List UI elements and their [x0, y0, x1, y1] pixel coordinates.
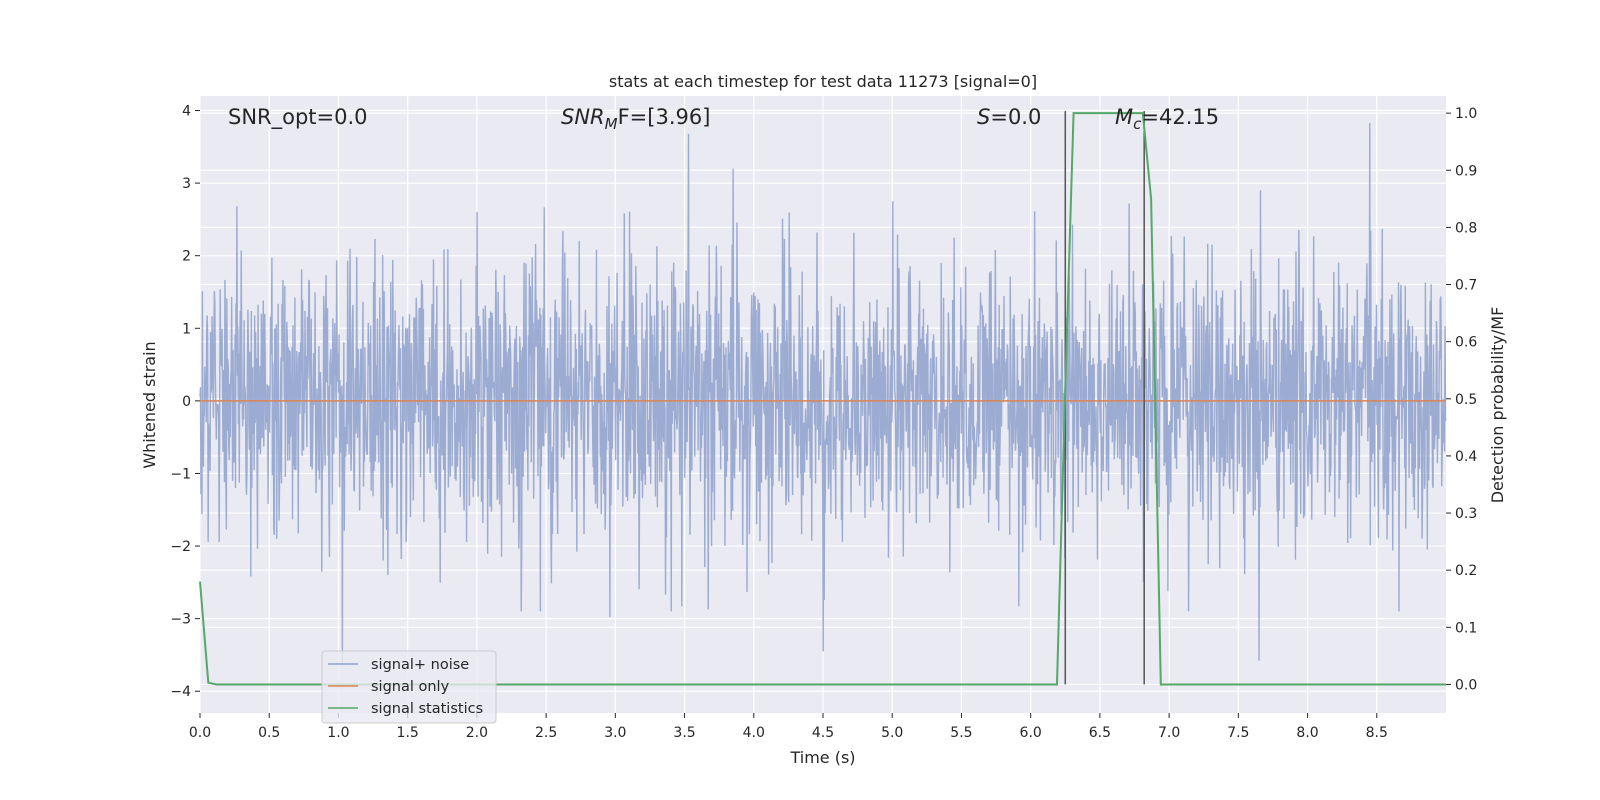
x-tick-label: 5.0	[881, 725, 903, 741]
y-tick-label: 3	[182, 176, 191, 192]
legend: signal+ noise signal only signal statist…	[321, 650, 497, 724]
y2-tick-label: 0.4	[1455, 449, 1477, 465]
y-axis-label: Whitened strain	[140, 341, 159, 468]
y2-tick-label: 0.1	[1455, 620, 1477, 636]
x-tick-label: 7.0	[1158, 725, 1180, 741]
legend-label-signal: signal only	[371, 679, 450, 695]
y2-tick-label: 1.0	[1455, 106, 1477, 122]
y-tick-label: −1	[170, 466, 191, 482]
y2-tick-label: 0.3	[1455, 506, 1477, 522]
annotation-mc-main: M	[1115, 105, 1133, 129]
x-tick-label: 1.5	[397, 725, 419, 741]
annotation-s-rest: =0.0	[990, 105, 1041, 129]
y-tick-label: −3	[170, 612, 191, 628]
legend-label-noise: signal+ noise	[371, 657, 469, 673]
annotation-s: S=0.0	[977, 105, 1041, 129]
y-tick-label: 2	[182, 249, 191, 265]
y2-tick-label: 0.7	[1455, 278, 1477, 294]
x-axis-label: Time (s)	[789, 748, 855, 767]
x-tick-label: 3.5	[673, 725, 695, 741]
y-tick-label: −4	[170, 684, 191, 700]
x-axis-ticks: 0.0 0.5 1.0 1.5 2.0 2.5 3.0 3.5 4.0 4.5 5.0 5.5 6.0 6…	[189, 713, 1388, 741]
chart-title: stats at each timestep for test data 112…	[609, 72, 1037, 91]
x-tick-label: 4.5	[812, 725, 834, 741]
noise-line	[199, 122, 1447, 663]
x-tick-label: 1.0	[327, 725, 349, 741]
x-tick-label: 3.0	[604, 725, 626, 741]
x-tick-label: 6.5	[1089, 725, 1111, 741]
y-axis-ticks: −4 −3 −2 −1 0 1 2 3 4	[170, 104, 200, 700]
y2-tick-label: 0.2	[1455, 563, 1477, 579]
annotation-mc: Mc=42.15	[1115, 105, 1219, 133]
x-tick-label: 5.5	[950, 725, 972, 741]
legend-box	[321, 650, 497, 724]
annotation-mc-rest: =42.15	[1141, 105, 1219, 129]
annotation-mc-sub: c	[1133, 115, 1142, 133]
x-tick-label: 0.5	[258, 725, 280, 741]
annotation-snr-mf-main: SNR	[561, 105, 605, 129]
series-signal-noise	[199, 122, 1447, 663]
y2-tick-label: 0.6	[1455, 335, 1477, 351]
x-tick-label: 0.0	[189, 725, 211, 741]
y2-axis-ticks: 0.0 0.1 0.2 0.3 0.4 0.5 0.6 0.7 0.8 0.9 1.0	[1446, 106, 1477, 693]
x-tick-label: 7.5	[1227, 725, 1249, 741]
stats-line	[199, 112, 1446, 686]
annotation-snr-opt: SNR_opt=0.0	[228, 105, 368, 130]
annotation-s-main: S	[977, 105, 990, 129]
x-tick-label: 2.0	[466, 725, 488, 741]
x-tick-label: 4.0	[743, 725, 765, 741]
x-tick-label: 6.0	[1020, 725, 1042, 741]
annotation-snr-mf-sub: M	[605, 115, 618, 133]
legend-label-stats: signal statistics	[371, 701, 483, 717]
y-tick-label: 0	[182, 394, 191, 410]
y-tick-label: 1	[182, 321, 191, 337]
series-signal-statistics	[199, 112, 1446, 686]
y2-tick-label: 0.9	[1455, 163, 1477, 179]
y2-axis-label: Detection probability/MF	[1488, 307, 1507, 504]
y2-tick-label: 0.0	[1455, 677, 1477, 693]
y2-tick-label: 0.8	[1455, 220, 1477, 236]
y2-tick-label: 0.5	[1455, 392, 1477, 408]
x-tick-label: 8.5	[1366, 725, 1388, 741]
y-tick-label: 4	[182, 104, 191, 120]
x-tick-label: 2.5	[535, 725, 557, 741]
annotation-snr-mf: SNRMF=[3.96]	[561, 105, 710, 133]
annotation-snr-mf-rest: F=[3.96]	[618, 105, 711, 129]
y-tick-label: −2	[170, 539, 191, 555]
x-tick-label: 8.0	[1296, 725, 1318, 741]
